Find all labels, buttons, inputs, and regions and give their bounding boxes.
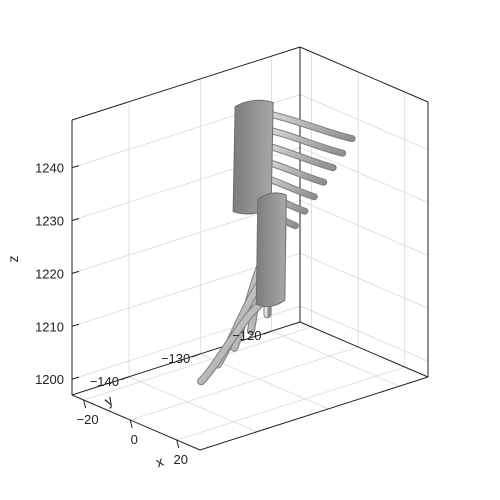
z-axis-label: z [5, 256, 21, 263]
y-axis-label: y [102, 392, 116, 409]
y-tick [192, 353, 201, 358]
y-tick-label: −140 [90, 374, 119, 389]
box-edge [71, 46, 301, 121]
z-tick [71, 376, 80, 380]
root-block [255, 192, 287, 308]
gridline-x [176, 92, 406, 441]
x-tick-label: 0 [131, 432, 138, 447]
x-tick [129, 419, 133, 429]
z-tick [71, 218, 80, 221]
box-edge [199, 376, 429, 451]
y-tick [120, 376, 130, 381]
box-edge [71, 321, 301, 396]
box-edge [71, 394, 201, 451]
x-tick-label: −20 [77, 412, 99, 427]
z-tick-label: 1240 [35, 161, 64, 176]
z-tick [71, 323, 80, 327]
y-tick-label: −120 [232, 328, 261, 343]
ticks [71, 165, 272, 449]
x-tick [83, 399, 87, 409]
box-edge [299, 46, 429, 103]
surface-objects [197, 99, 356, 386]
z-tick [71, 270, 80, 274]
axes-box [71, 46, 429, 451]
x-axis-label: x [154, 453, 166, 470]
tick-labels: 1200 1210 1220 1230 1240 −120 −130 −140 −20 0 20 [35, 161, 261, 467]
box-edge [299, 321, 429, 378]
lower-object [197, 192, 287, 386]
z-tick-label: 1220 [35, 266, 64, 281]
upper-object [232, 99, 356, 230]
x-tick-label: 20 [173, 452, 187, 467]
y-tick-label: −130 [161, 351, 190, 366]
z-tick [71, 165, 80, 169]
x-tick [176, 439, 180, 449]
z-tick-label: 1200 [35, 372, 64, 387]
z-tick-label: 1210 [35, 319, 64, 334]
z-tick-label: 1230 [35, 213, 64, 228]
y-tick [263, 330, 272, 335]
